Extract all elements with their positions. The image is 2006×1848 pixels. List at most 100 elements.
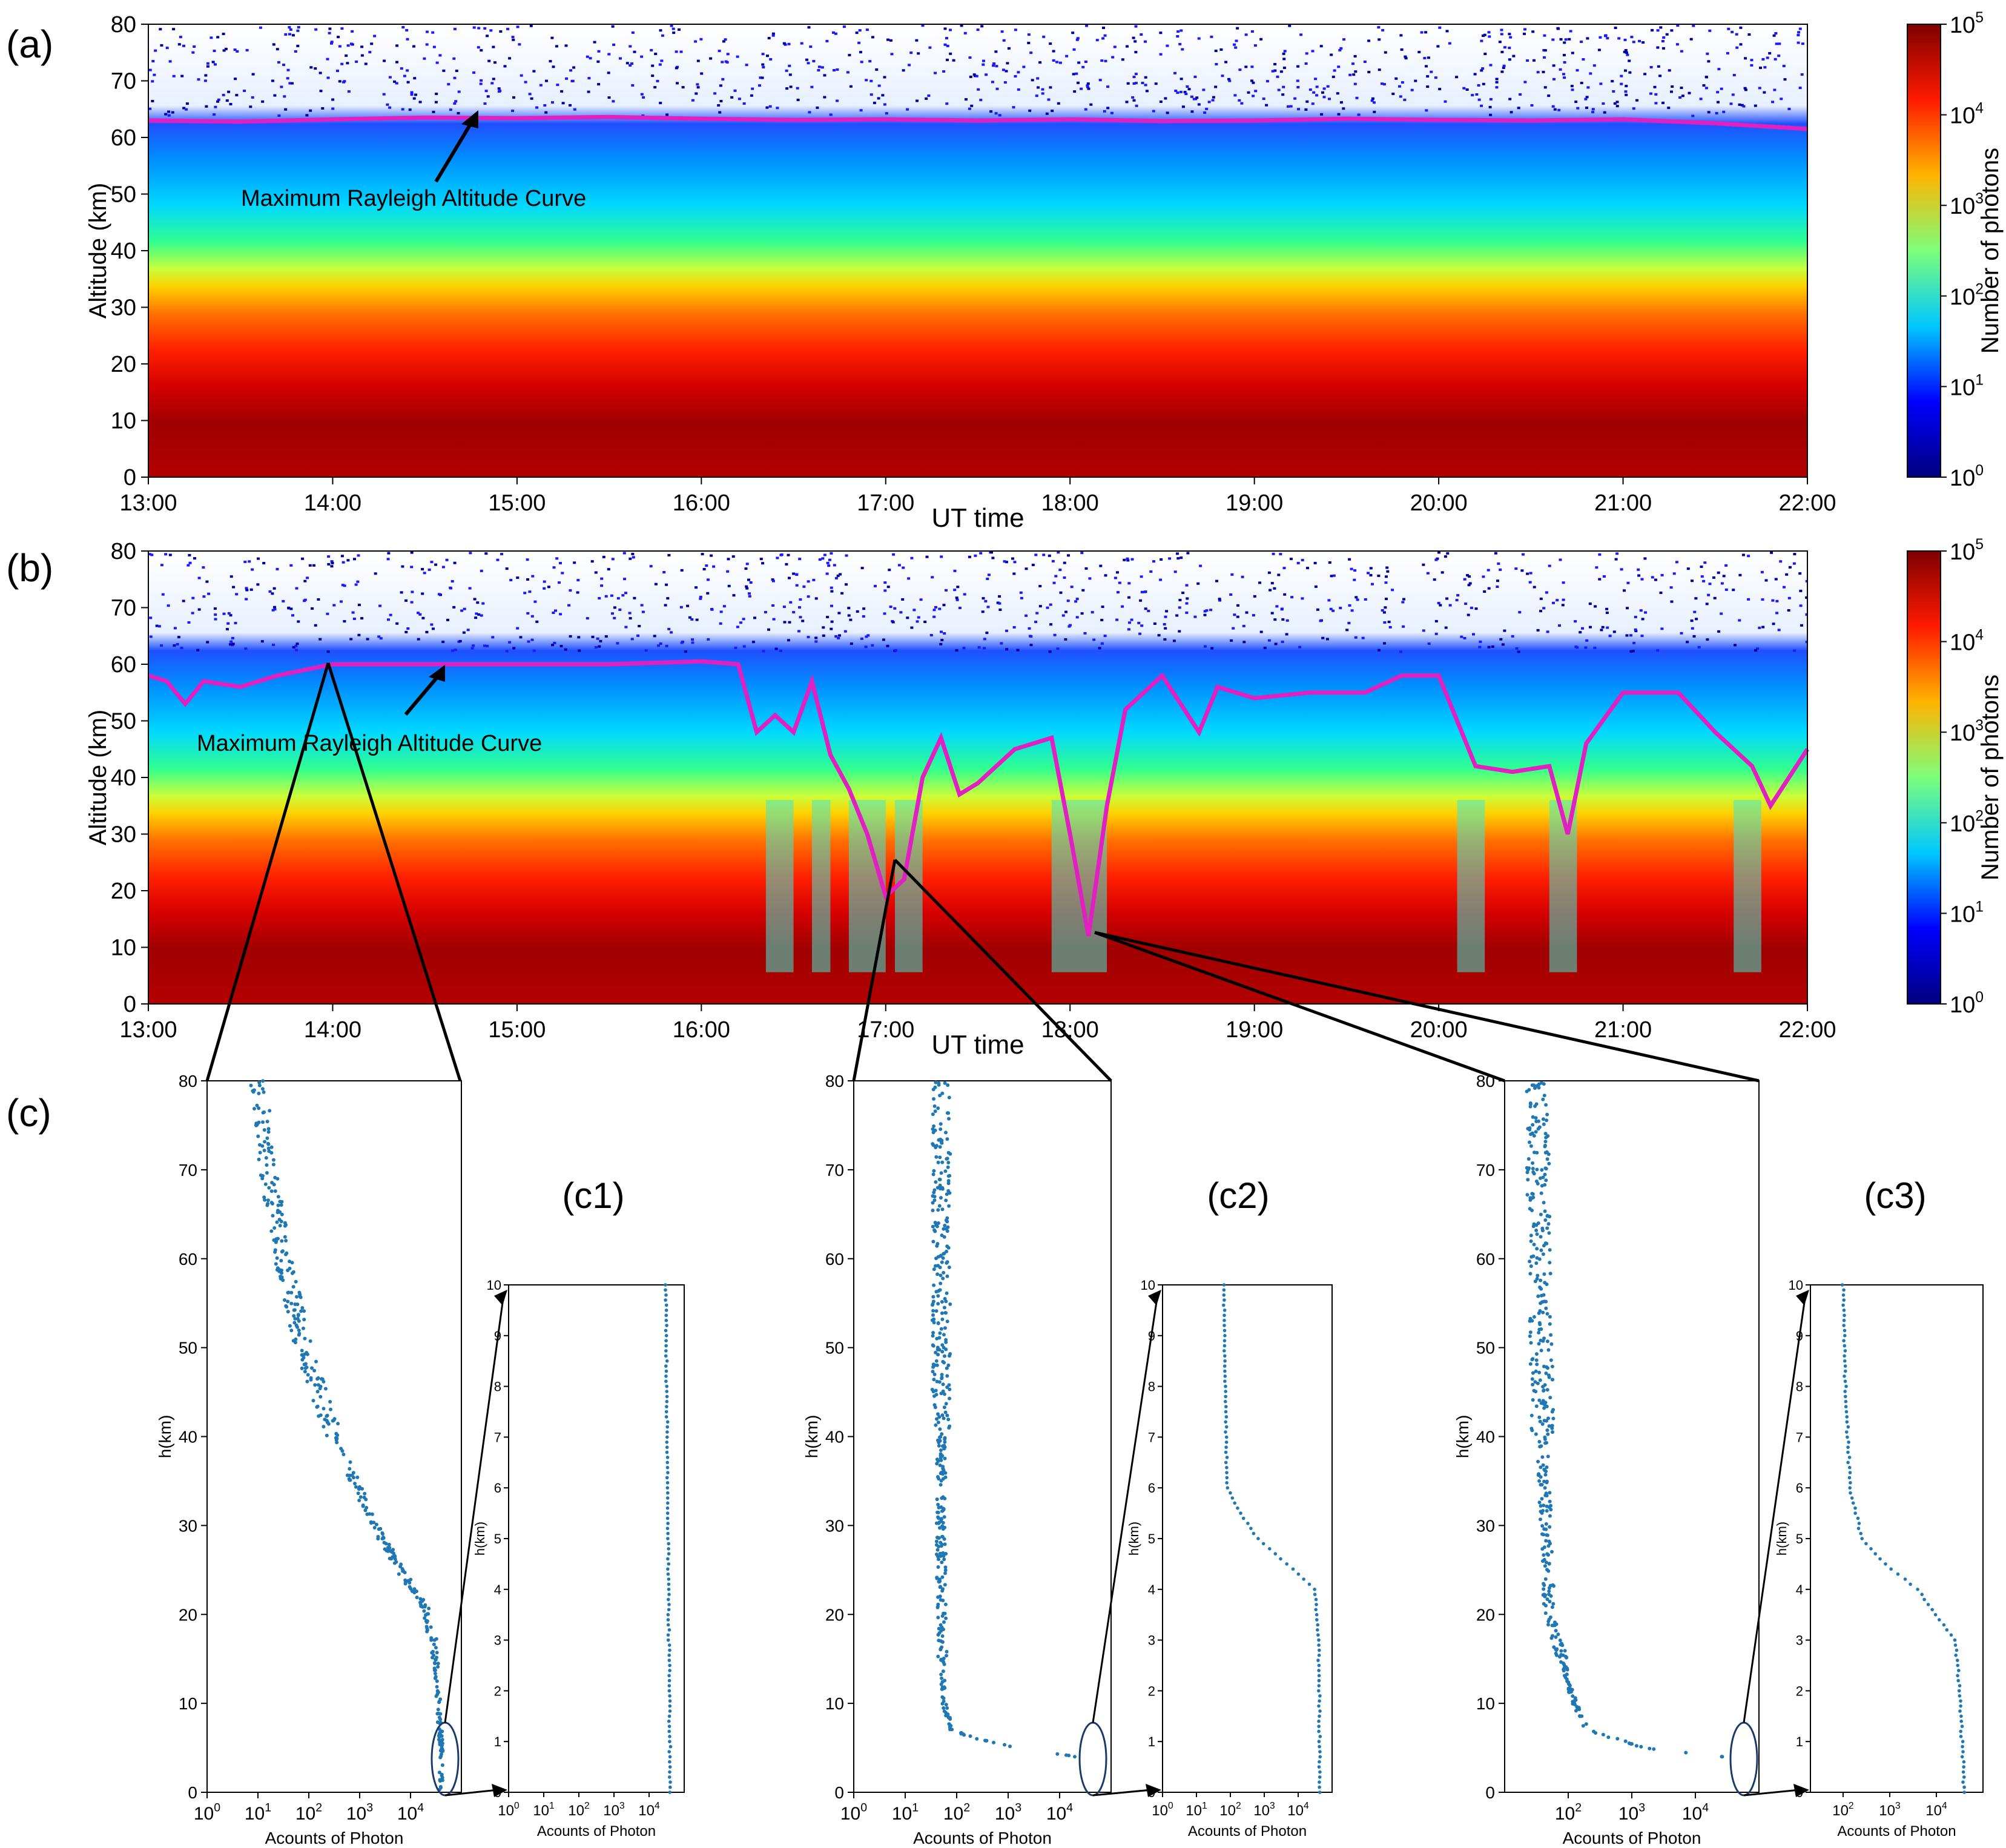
inset-y-tick-label: 7	[1796, 1430, 1803, 1445]
noise-dot	[892, 553, 896, 556]
data-point	[937, 1580, 941, 1584]
inset-data-point	[665, 1324, 668, 1327]
noise-dot	[1551, 38, 1555, 41]
x-tick-label: 18:00	[1041, 490, 1099, 516]
cloud-band	[812, 800, 831, 972]
data-point	[272, 1226, 277, 1230]
data-point	[936, 1654, 940, 1658]
inset-data-point	[1317, 1740, 1321, 1743]
inset-data-point	[1249, 1526, 1253, 1530]
noise-dot	[883, 103, 886, 106]
data-point	[387, 1542, 391, 1546]
data-point	[1548, 1525, 1552, 1529]
noise-dot	[1232, 627, 1235, 630]
noise-dot	[284, 108, 288, 111]
noise-dot	[796, 99, 800, 101]
noise-dot	[490, 82, 494, 85]
data-point	[426, 1612, 431, 1616]
x-tick-label: 22:00	[1778, 1017, 1836, 1043]
noise-dot	[1445, 30, 1449, 33]
noise-dot	[1502, 66, 1505, 69]
noise-dot	[849, 85, 853, 88]
noise-dot	[1319, 619, 1322, 622]
data-point	[942, 1696, 946, 1700]
noise-dot	[631, 84, 635, 87]
noise-dot	[191, 596, 195, 599]
noise-dot	[1708, 582, 1712, 586]
noise-dot	[552, 65, 555, 68]
noise-dot	[1283, 50, 1287, 53]
noise-dot	[364, 62, 368, 65]
inset-data-point	[664, 1369, 668, 1373]
noise-dot	[788, 621, 791, 624]
data-point	[944, 1218, 948, 1223]
noise-dot	[1659, 592, 1663, 594]
data-point	[945, 1291, 949, 1295]
data-point	[322, 1407, 326, 1411]
noise-dot	[1252, 94, 1255, 97]
cloud-band	[1457, 800, 1485, 972]
data-point	[940, 1376, 944, 1379]
noise-dot	[1553, 108, 1557, 111]
noise-dot	[1741, 553, 1745, 556]
data-point	[419, 1603, 423, 1607]
noise-dot	[1114, 576, 1117, 579]
x-tick-label: 101	[245, 1801, 271, 1824]
noise-dot	[1552, 78, 1556, 81]
data-point	[1542, 1201, 1546, 1205]
x-tick-label: 21:00	[1594, 490, 1652, 516]
data-point	[1528, 1334, 1532, 1338]
noise-dot	[386, 103, 389, 106]
noise-dot	[1059, 591, 1063, 594]
inset-y-tick-label: 5	[1796, 1531, 1803, 1546]
data-point	[303, 1336, 307, 1341]
inset-data-point	[1317, 1765, 1321, 1769]
data-point	[272, 1183, 276, 1187]
data-point	[943, 1326, 947, 1330]
inset-y-tick-label: 3	[1148, 1633, 1155, 1648]
noise-dot	[1003, 81, 1007, 84]
y-tick-label: 80	[179, 1072, 197, 1091]
inset-data-point	[664, 1349, 668, 1353]
noise-dot	[457, 112, 460, 114]
noise-dot	[477, 613, 481, 616]
noise-dot	[761, 53, 765, 56]
noise-dot	[229, 575, 233, 578]
noise-dot	[1552, 64, 1556, 67]
colorbar-tick-label: 103	[1950, 191, 1984, 219]
noise-dot	[159, 28, 162, 31]
noise-dot	[1126, 557, 1129, 560]
data-point	[354, 1485, 358, 1489]
noise-dot	[1424, 31, 1428, 34]
noise-dot	[1508, 97, 1512, 101]
data-point	[310, 1366, 314, 1370]
data-point	[348, 1467, 352, 1471]
data-point	[1539, 1348, 1543, 1353]
noise-dot	[833, 564, 836, 567]
noise-dot	[758, 84, 761, 87]
data-point	[1543, 1166, 1548, 1170]
noise-dot	[1488, 35, 1491, 38]
data-point	[939, 1519, 943, 1523]
noise-dot	[532, 70, 536, 73]
data-point	[273, 1189, 277, 1193]
heatmap-b-background	[148, 551, 1807, 1004]
noise-dot	[953, 569, 957, 572]
noise-dot	[968, 107, 971, 110]
noise-dot	[1628, 59, 1631, 62]
noise-dot	[1196, 582, 1200, 585]
data-point	[1531, 1161, 1535, 1165]
noise-dot	[1373, 101, 1376, 104]
inset-x-tick-label: 102	[568, 1801, 589, 1819]
noise-dot	[1041, 92, 1044, 95]
noise-dot	[1768, 52, 1772, 54]
noise-dot	[1080, 87, 1083, 90]
inset-data-point	[666, 1567, 670, 1571]
noise-dot	[1289, 558, 1293, 561]
inset-data-point	[1850, 1496, 1854, 1500]
noise-dot	[277, 114, 281, 117]
data-point	[1544, 1539, 1548, 1543]
noise-dot	[610, 594, 613, 597]
noise-dot	[759, 76, 762, 79]
noise-dot	[768, 105, 772, 108]
